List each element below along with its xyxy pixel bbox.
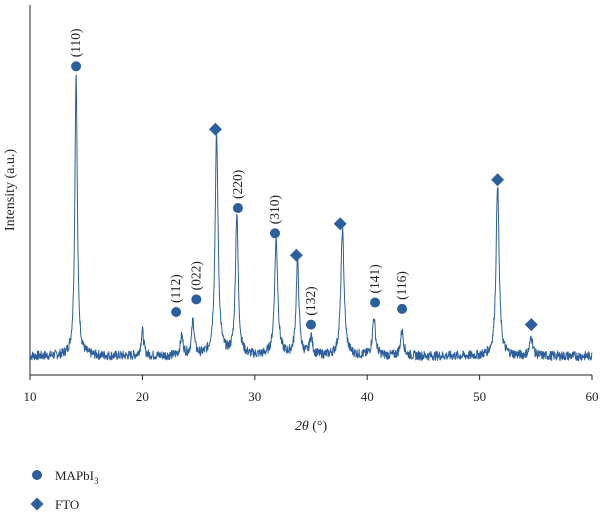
peak-label: (310)	[267, 195, 282, 224]
peak-label: (132)	[303, 286, 318, 315]
peak-label: (110)	[68, 29, 83, 58]
x-tick-label: 40	[361, 389, 374, 404]
mapbi3-marker	[171, 307, 182, 317]
x-tick-label: 30	[248, 389, 261, 404]
mapbi3-marker	[370, 297, 381, 308]
fto-marker	[333, 217, 347, 231]
y-axis-title: Intensity (a.u.)	[3, 149, 18, 231]
fto-marker	[524, 318, 538, 332]
fto-marker	[289, 248, 303, 262]
mapbi3-marker	[71, 61, 82, 72]
x-tick-label: 20	[136, 389, 149, 404]
mapbi3-marker	[397, 303, 408, 314]
x-tick-label: 10	[24, 389, 37, 404]
x-ticks: 10 20 30 40 50 60	[24, 375, 599, 404]
plot-frame	[29, 5, 592, 376]
series-line	[29, 74, 593, 362]
peak-label: (116)	[394, 271, 409, 300]
legend-circle-icon	[32, 470, 42, 480]
peak-label: (112)	[168, 274, 183, 303]
x-axis-unit: (°)	[309, 419, 328, 434]
mapbi3-marker	[232, 203, 243, 214]
fto-marker	[208, 122, 222, 136]
peak-label: (141)	[367, 264, 382, 293]
legend-label: MAPbI3	[55, 468, 99, 486]
x-axis-title: 2θ (°)	[295, 419, 328, 434]
mapbi3-marker	[270, 228, 281, 239]
legend-diamond-icon	[30, 497, 44, 511]
mapbi3-marker	[191, 294, 202, 305]
legend-label: FTO	[55, 497, 79, 512]
x-axis-variable: 2θ	[295, 419, 309, 434]
x-tick-label: 50	[473, 389, 486, 404]
legend: MAPbI3 FTO	[30, 468, 99, 512]
x-tick-label: 60	[586, 389, 599, 404]
peak-label: (022)	[188, 261, 203, 290]
mapbi3-marker	[306, 319, 316, 330]
peak-annotations: (110) (112) (022) (220) (310) (132) (141) (116)	[68, 29, 538, 332]
fto-marker	[491, 173, 505, 187]
peak-label: (220)	[230, 170, 245, 199]
